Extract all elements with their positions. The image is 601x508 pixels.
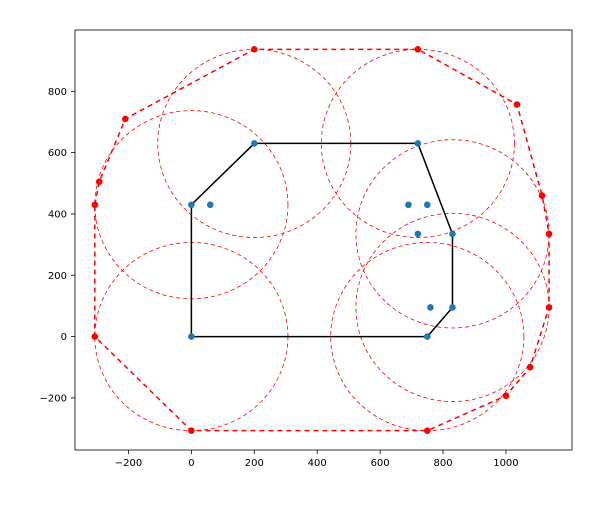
inner-hull bbox=[191, 143, 452, 336]
red-point bbox=[92, 333, 99, 340]
blue-point bbox=[424, 333, 431, 340]
x-tick-label: 0 bbox=[188, 458, 194, 469]
red-point bbox=[514, 101, 521, 108]
blue-point bbox=[415, 140, 422, 147]
red-point bbox=[415, 46, 422, 53]
x-tick-label: 800 bbox=[433, 458, 452, 469]
red-point bbox=[251, 46, 258, 53]
red-point bbox=[96, 178, 103, 185]
y-tick-label: 600 bbox=[48, 148, 67, 159]
outer-hull bbox=[95, 49, 549, 430]
x-tick-label: 200 bbox=[245, 458, 264, 469]
blue-point bbox=[188, 333, 195, 340]
red-point bbox=[503, 392, 510, 399]
plot-svg: −200 0 200 400 600 800 1000 −200 0 200 400 600 800 bbox=[0, 0, 601, 508]
red-point bbox=[92, 201, 99, 208]
red-point bbox=[122, 116, 129, 123]
red-point bbox=[424, 427, 431, 434]
red-point bbox=[527, 364, 534, 371]
x-tick-label: 400 bbox=[308, 458, 327, 469]
y-tick-label: 0 bbox=[61, 332, 67, 343]
y-tick-label: 400 bbox=[48, 209, 67, 220]
red-point bbox=[188, 427, 195, 434]
blue-point bbox=[405, 201, 412, 208]
y-tick-label: −200 bbox=[40, 393, 67, 404]
axes-frame bbox=[75, 30, 572, 450]
y-tick-label: 800 bbox=[48, 87, 67, 98]
red-point bbox=[546, 231, 553, 238]
figure: −200 0 200 400 600 800 1000 −200 0 200 400 600 800 bbox=[0, 0, 601, 508]
blue-point bbox=[207, 201, 214, 208]
blue-point bbox=[449, 231, 456, 238]
red-point bbox=[539, 192, 546, 199]
blue-point bbox=[415, 231, 422, 238]
red-point bbox=[546, 304, 553, 311]
blue-point bbox=[188, 201, 195, 208]
x-tick-label: 600 bbox=[371, 458, 390, 469]
x-tick-label: −200 bbox=[115, 458, 142, 469]
x-tick-label: 1000 bbox=[493, 458, 518, 469]
blue-point bbox=[449, 304, 456, 311]
blue-point bbox=[424, 201, 431, 208]
blue-point bbox=[427, 304, 434, 311]
y-tick-label: 200 bbox=[48, 271, 67, 282]
plot-area bbox=[92, 46, 553, 434]
blue-point bbox=[251, 140, 258, 147]
